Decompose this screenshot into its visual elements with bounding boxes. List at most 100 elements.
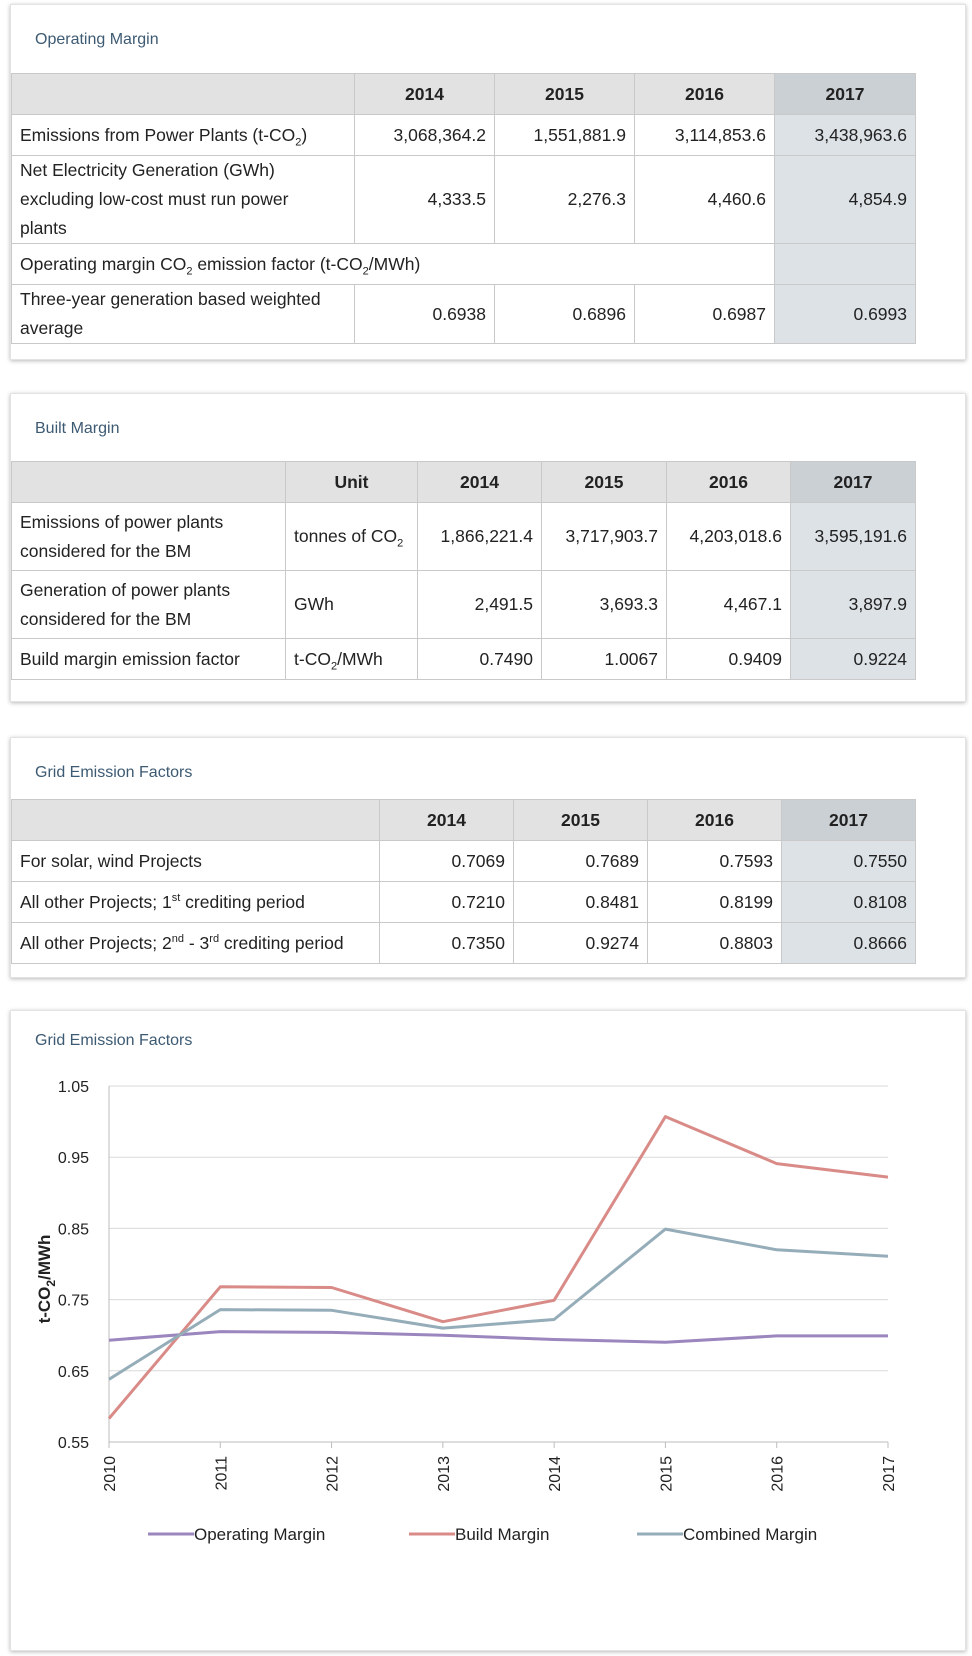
cell-value: 1,866,221.4	[417, 502, 542, 571]
cell-value: 0.6938	[354, 284, 495, 344]
row-unit: tonnes of CO2	[285, 502, 418, 571]
cell-value: 4,333.5	[354, 155, 495, 244]
axes: 0.55 0.65 0.75 0.85 0.95 1.05 2010 2011 2012 2013…	[58, 1079, 898, 1492]
row-label: Build margin emission factor	[11, 638, 286, 680]
header-year: 2016	[634, 73, 775, 115]
header-year: 2015	[513, 799, 648, 841]
cell-empty-highlight	[774, 243, 916, 285]
y-tick-label: 1.05	[58, 1079, 89, 1096]
table-row: Emissions from Power Plants (t-CO2) 3,06…	[11, 114, 916, 156]
cell-value: 3,114,853.6	[634, 114, 775, 156]
x-tick-label: 2011	[213, 1456, 230, 1491]
cell-value-highlight: 0.8666	[781, 922, 916, 964]
cell-value: 3,693.3	[541, 570, 667, 639]
chart-title: Grid Emission Factors	[35, 1032, 193, 1049]
cell-value: 2,276.3	[494, 155, 635, 244]
built-margin-title: Built Margin	[35, 420, 120, 437]
series-line-operating-margin	[108, 1330, 888, 1344]
cell-value: 0.8199	[647, 881, 782, 923]
cell-value: 4,467.1	[666, 570, 791, 639]
x-tick-label: 2015	[658, 1456, 675, 1492]
built-margin-card: Built Margin Unit 2014 2015 2016 2017 Em…	[10, 393, 966, 702]
line-chart: 0.55 0.65 0.75 0.85 0.95 1.05 2010 2011 2012 2013…	[35, 1079, 898, 1544]
cell-value: 0.7593	[647, 840, 782, 882]
row-label: Generation of power plants considered for…	[11, 570, 286, 639]
legend: Operating Margin Build Margin Combined Mar…	[148, 1525, 817, 1544]
header-year: 2015	[541, 461, 667, 503]
cell-value: 2,491.5	[417, 570, 542, 639]
x-tick-label: 2012	[325, 1456, 342, 1492]
cell-value: 4,460.6	[634, 155, 775, 244]
table-row: All other Projects; 2nd - 3rd crediting …	[11, 922, 916, 964]
row-label: For solar, wind Projects	[11, 840, 380, 882]
header-blank	[11, 799, 380, 841]
y-tick-label: 0.65	[58, 1364, 89, 1381]
header-year-highlight: 2017	[781, 799, 916, 841]
table-row: Operating margin CO2 emission factor (t-…	[11, 243, 916, 285]
row-label: Net Electricity Generation (GWh) excludin…	[11, 155, 355, 244]
x-tick-label: 2010	[102, 1456, 119, 1492]
cell-value: 0.7210	[379, 881, 514, 923]
cell-value-highlight: 0.9224	[790, 638, 916, 680]
cell-value: 1.0067	[541, 638, 667, 680]
y-axis-label: t-CO2/MWh	[35, 1235, 58, 1324]
cell-value: 1,551,881.9	[494, 114, 635, 156]
row-label: Emissions from Power Plants (t-CO2)	[11, 114, 355, 156]
legend-label: Combined Margin	[683, 1525, 817, 1544]
header-year: 2014	[417, 461, 542, 503]
row-unit: t-CO2/MWh	[285, 638, 418, 680]
row-label: Emissions of power plants considered for …	[11, 502, 286, 571]
table-header-row: Unit 2014 2015 2016 2017	[11, 461, 916, 503]
operating-margin-title: Operating Margin	[35, 31, 159, 48]
y-tick-label: 0.85	[58, 1221, 89, 1238]
x-tick-label: 2013	[436, 1456, 453, 1492]
legend-label: Operating Margin	[194, 1525, 325, 1544]
grid-factors-table: 2014 2015 2016 2017 For solar, wind Proj…	[11, 799, 916, 964]
row-label: All other Projects; 2nd - 3rd crediting …	[11, 922, 380, 964]
grid-factors-card: Grid Emission Factors 2014 2015 2016 201…	[10, 737, 966, 978]
series-line-build-margin	[107, 1115, 889, 1420]
table-row: Emissions of power plants considered for …	[11, 502, 916, 571]
header-unit: Unit	[285, 461, 418, 503]
cell-value-highlight: 0.6993	[774, 284, 916, 344]
y-tick-label: 0.55	[58, 1435, 89, 1452]
operating-margin-table: 2014 2015 2016 2017 Emissions from Power…	[11, 73, 916, 344]
header-year: 2014	[354, 73, 495, 115]
cell-value: 0.8481	[513, 881, 648, 923]
built-margin-table: Unit 2014 2015 2016 2017 Emissions of po…	[11, 461, 916, 680]
cell-value-highlight: 4,854.9	[774, 155, 916, 244]
cell-value: 0.8803	[647, 922, 782, 964]
legend-label: Build Margin	[455, 1525, 550, 1544]
cell-value: 0.7689	[513, 840, 648, 882]
cell-value-highlight: 0.7550	[781, 840, 916, 882]
gridlines	[109, 1085, 888, 1372]
table-row: Generation of power plants considered for…	[11, 570, 916, 639]
table-row: Net Electricity Generation (GWh) excludin…	[11, 155, 916, 244]
cell-value: 0.7490	[417, 638, 542, 680]
cell-value-highlight: 3,897.9	[790, 570, 916, 639]
cell-value-highlight: 0.8108	[781, 881, 916, 923]
header-blank	[11, 461, 286, 503]
series-lines	[107, 1115, 889, 1420]
cell-value: 0.7350	[379, 922, 514, 964]
row-label: Three-year generation based weighted aver…	[11, 284, 355, 344]
row-unit: GWh	[285, 570, 418, 639]
cell-value: 0.6896	[494, 284, 635, 344]
cell-value: 0.6987	[634, 284, 775, 344]
x-tick-label: 2017	[881, 1456, 898, 1492]
cell-value: 0.7069	[379, 840, 514, 882]
header-year-highlight: 2017	[790, 461, 916, 503]
table-header-row: 2014 2015 2016 2017	[11, 799, 916, 841]
row-label-merged: Operating margin CO2 emission factor (t-…	[11, 243, 775, 285]
y-tick-label: 0.75	[58, 1293, 89, 1310]
x-tick-label: 2014	[547, 1456, 564, 1492]
cell-value: 3,717,903.7	[541, 502, 667, 571]
cell-value: 0.9409	[666, 638, 791, 680]
table-header-row: 2014 2015 2016 2017	[11, 73, 916, 115]
x-tick-label: 2016	[770, 1456, 787, 1492]
series-line-combined-margin	[108, 1227, 889, 1381]
header-year: 2014	[379, 799, 514, 841]
row-label: All other Projects; 1st crediting period	[11, 881, 380, 923]
header-year: 2016	[647, 799, 782, 841]
grid-factors-title: Grid Emission Factors	[35, 764, 193, 781]
